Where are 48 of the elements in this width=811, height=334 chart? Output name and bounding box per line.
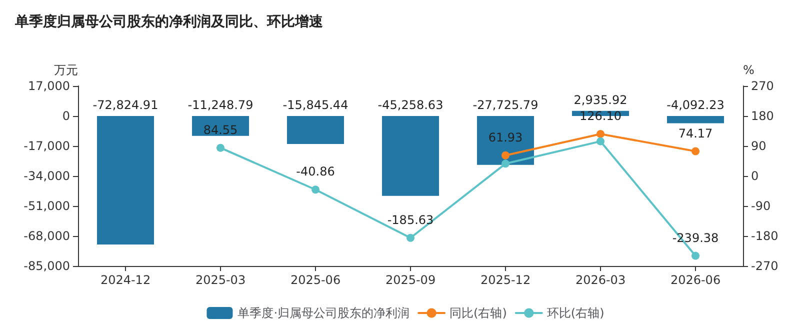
data-label: -185.63: [387, 212, 434, 227]
data-label: -4,092.23: [666, 98, 724, 112]
y-tick-label: -34,000: [24, 169, 70, 183]
data-label: -11,248.79: [188, 98, 254, 112]
legend-label: 单季度·归属母公司股东的净利润: [238, 306, 410, 320]
data-label: -72,824.91: [92, 98, 158, 112]
data-label: 61.93: [488, 130, 523, 144]
y-tick-label: -51,000: [24, 199, 70, 213]
point: [312, 186, 320, 194]
point: [692, 147, 700, 156]
y2-tick-label: 90: [751, 139, 766, 153]
data-label: 2,935.92: [574, 92, 628, 107]
legend-label: 环比(右轴): [546, 306, 604, 320]
data-label: -27,725.79: [472, 98, 538, 112]
y2-axis-title: %: [743, 63, 754, 77]
x-tick-label: 2025-06: [290, 273, 341, 287]
x-tick-label: 2025-12: [480, 273, 531, 287]
y-tick-label: -85,000: [24, 259, 70, 273]
point: [406, 234, 414, 242]
x-tick-label: 2025-09: [385, 273, 436, 287]
data-label: -15,845.44: [282, 98, 348, 112]
data-label: -45,258.63: [378, 98, 444, 112]
y-tick-label: 0: [62, 109, 70, 123]
data-label: -40.86: [296, 164, 335, 179]
x-tick-label: 2026-06: [670, 273, 721, 287]
x-tick-label: 2025-03: [195, 273, 246, 287]
data-label: 84.55: [203, 122, 238, 137]
point: [596, 137, 604, 146]
y2-tick-label: 0: [751, 169, 759, 183]
x-tick-label: 2024-12: [100, 273, 151, 287]
y2-tick-label: 180: [751, 109, 774, 123]
point: [692, 252, 700, 260]
y-tick-label: -68,000: [24, 229, 70, 243]
y2-tick-label: 270: [751, 79, 774, 93]
chart-title: 单季度归属母公司股东的净利润及同比、环比增速: [14, 13, 324, 30]
y2-tick-label: -270: [751, 259, 778, 273]
point: [502, 160, 510, 168]
x-tick-label: 2026-03: [575, 273, 626, 287]
point: [502, 151, 510, 160]
y-tick-label: 17,000: [28, 79, 70, 93]
point: [216, 144, 224, 152]
y-axis-title: 万元: [54, 63, 78, 77]
data-label: 74.17: [678, 126, 713, 140]
y-tick-label: -17,000: [24, 139, 70, 153]
y2-tick-label: -180: [751, 229, 778, 243]
y2-tick-label: -90: [751, 199, 771, 213]
point: [596, 130, 604, 138]
legend-label: 同比(右轴): [450, 306, 507, 320]
